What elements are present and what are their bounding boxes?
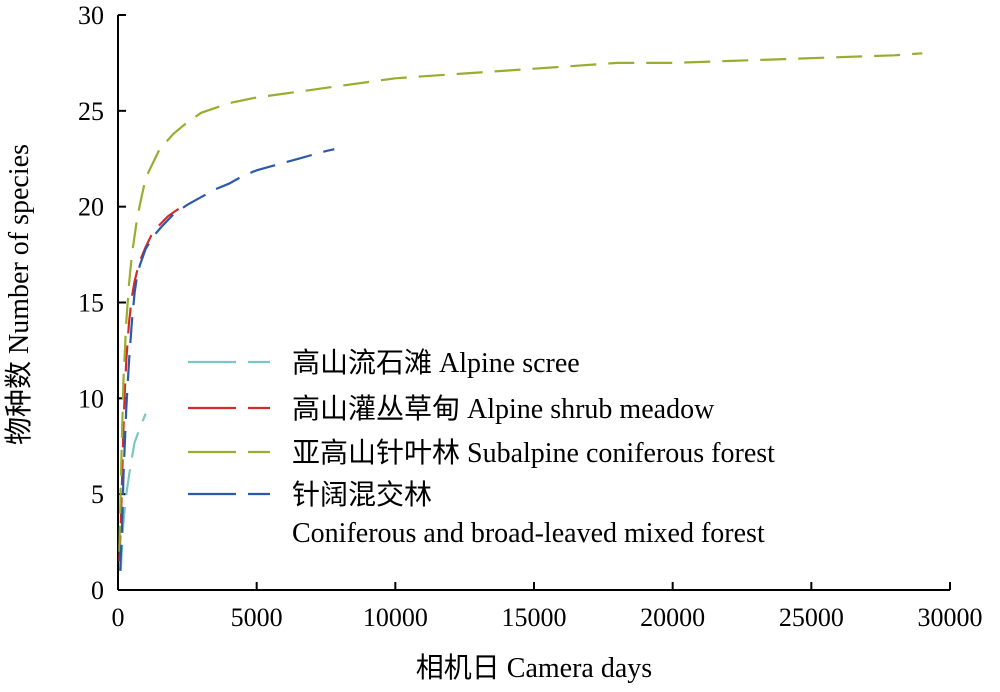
- y-ticks: 0 5 10 15 20 25 30: [78, 1, 126, 605]
- legend: 高山流石滩 Alpine scree 高山灌丛草甸 Alpine shrub me…: [188, 347, 775, 549]
- y-tick-label: 5: [91, 480, 104, 509]
- series-line-1: [119, 413, 147, 571]
- legend-label-1: 高山流石滩 Alpine scree: [292, 347, 580, 379]
- legend-label-3: 亚高山针叶林 Subalpine coniferous forest: [292, 437, 775, 469]
- x-tick-label: 5000: [231, 603, 283, 632]
- y-tick-label: 25: [78, 97, 104, 126]
- series-lines: [118, 52, 923, 571]
- x-ticks: 0 5000 10000 15000 20000 25000 30000: [112, 582, 983, 632]
- x-axis-title: 相机日 Camera days: [416, 652, 652, 684]
- legend-label-2: 高山灌丛草甸 Alpine shrub meadow: [292, 393, 715, 425]
- y-tick-label: 30: [78, 1, 104, 30]
- y-tick-label: 10: [78, 384, 104, 413]
- x-tick-label: 25000: [779, 603, 844, 632]
- legend-label-4: 针阔混交林: [292, 479, 432, 511]
- y-tick-label: 20: [78, 193, 104, 222]
- y-tick-label: 0: [91, 576, 104, 605]
- y-axis-title: 物种数 Number of species: [3, 144, 35, 445]
- x-tick-label: 20000: [640, 603, 705, 632]
- series-line-3: [118, 52, 923, 552]
- x-tick-label: 0: [112, 603, 125, 632]
- legend-label-4-line2: Coniferous and broad-leaved mixed forest: [292, 518, 765, 549]
- series-line-4: [119, 148, 335, 571]
- x-tick-label: 10000: [363, 603, 428, 632]
- y-tick-label: 15: [78, 289, 104, 318]
- x-tick-label: 15000: [502, 603, 567, 632]
- x-tick-label: 30000: [918, 603, 983, 632]
- series-line-2: [118, 205, 183, 562]
